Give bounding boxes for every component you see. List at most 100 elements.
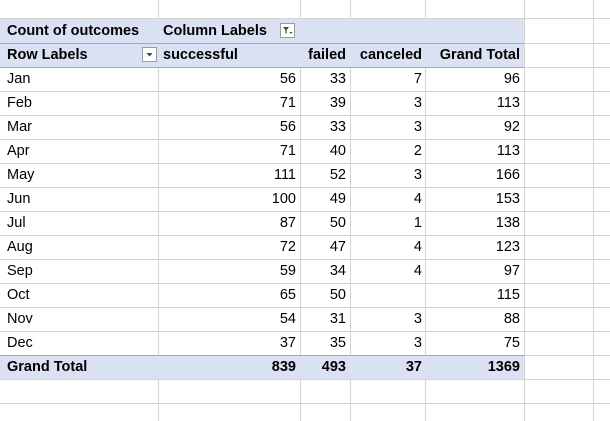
row-label-nov[interactable]: Nov (7, 311, 33, 327)
row-total-cell[interactable]: 88 (503, 311, 520, 327)
pivot-header-border (0, 67, 524, 68)
row-gridline (0, 379, 610, 380)
value-cell[interactable]: 2 (413, 143, 422, 159)
value-cell[interactable]: 47 (329, 239, 346, 255)
column-header-grand-total[interactable]: Grand Total (439, 47, 520, 63)
pivot-grand-total-band (0, 355, 524, 379)
value-cell[interactable]: 50 (329, 215, 346, 231)
row-label-dec[interactable]: Dec (7, 335, 33, 351)
value-cell[interactable]: 31 (329, 311, 346, 327)
row-label-may[interactable]: May (7, 167, 35, 183)
column-gridline (524, 0, 525, 421)
value-cell[interactable]: 72 (279, 239, 296, 255)
row-label-oct[interactable]: Oct (7, 287, 30, 303)
value-cell[interactable]: 71 (279, 95, 296, 111)
row-gridline (0, 307, 610, 308)
row-labels-filter-button[interactable] (142, 47, 157, 62)
value-cell[interactable]: 3 (413, 95, 422, 111)
column-gridline (593, 0, 594, 421)
value-cell[interactable] (350, 283, 422, 307)
value-cell[interactable]: 3 (413, 119, 422, 135)
value-cell[interactable]: 3 (413, 335, 422, 351)
row-gridline (0, 259, 610, 260)
row-label-jan[interactable]: Jan (7, 71, 31, 87)
row-label-jun[interactable]: Jun (7, 191, 31, 207)
column-gridline (300, 0, 301, 421)
value-cell[interactable]: 4 (413, 239, 422, 255)
row-total-cell[interactable]: 75 (503, 335, 520, 351)
row-total-cell[interactable]: 113 (496, 143, 520, 159)
row-gridline (0, 211, 610, 212)
row-total-cell[interactable]: 115 (496, 287, 520, 303)
value-cell[interactable]: 100 (271, 191, 296, 207)
row-total-cell[interactable]: 123 (495, 239, 520, 255)
column-gridline (158, 0, 159, 421)
row-gridline (0, 187, 610, 188)
value-cell[interactable]: 111 (273, 167, 296, 183)
value-cell[interactable]: 4 (413, 263, 422, 279)
row-gridline (0, 283, 610, 284)
row-label-aug[interactable]: Aug (7, 239, 33, 255)
value-cell[interactable]: 33 (329, 119, 346, 135)
row-label-feb[interactable]: Feb (7, 95, 32, 111)
value-cell[interactable]: 33 (329, 71, 346, 87)
filter-dropdown-icon (282, 25, 293, 36)
row-gridline (0, 139, 610, 140)
value-cell[interactable]: 49 (329, 191, 346, 207)
value-cell[interactable]: 52 (329, 167, 346, 183)
pivot-column-labels[interactable]: Column Labels (163, 23, 267, 39)
value-cell[interactable]: 4 (413, 191, 422, 207)
column-header-canceled[interactable]: canceled (359, 47, 422, 63)
row-total-cell[interactable]: 92 (503, 119, 520, 135)
pivot-grand-total-border (0, 355, 524, 356)
grand-total-total[interactable]: 1369 (487, 359, 520, 375)
value-cell[interactable]: 3 (413, 167, 422, 183)
value-cell[interactable]: 59 (279, 263, 296, 279)
row-gridline (0, 235, 610, 236)
chevron-down-icon (145, 50, 154, 59)
grand-total-label[interactable]: Grand Total (7, 359, 88, 375)
row-gridline (0, 115, 610, 116)
value-cell[interactable]: 65 (279, 287, 296, 303)
value-cell[interactable]: 56 (279, 119, 296, 135)
value-cell[interactable]: 1 (413, 215, 422, 231)
row-label-apr[interactable]: Apr (7, 143, 30, 159)
value-cell[interactable]: 34 (329, 263, 346, 279)
row-total-cell[interactable]: 113 (496, 95, 520, 111)
column-gridline (425, 0, 426, 421)
pivot-row-labels[interactable]: Row Labels (7, 47, 88, 63)
row-label-sep[interactable]: Sep (7, 263, 33, 279)
value-cell[interactable]: 7 (413, 71, 422, 87)
value-cell[interactable]: 35 (329, 335, 346, 351)
row-gridline (0, 91, 610, 92)
row-gridline (0, 331, 610, 332)
column-labels-filter-button[interactable] (280, 23, 295, 38)
column-header-failed[interactable]: failed (308, 47, 346, 63)
row-total-cell[interactable]: 97 (503, 263, 520, 279)
value-cell[interactable]: 39 (329, 95, 346, 111)
value-cell[interactable]: 37 (279, 335, 296, 351)
row-label-mar[interactable]: Mar (7, 119, 32, 135)
value-cell[interactable]: 40 (329, 143, 346, 159)
column-gridline (350, 0, 351, 421)
value-cell[interactable]: 50 (329, 287, 346, 303)
row-total-cell[interactable]: 138 (495, 215, 520, 231)
grand-total-failed[interactable]: 493 (321, 359, 346, 375)
row-gridline (0, 163, 610, 164)
pivot-header-border (0, 43, 524, 44)
value-cell[interactable]: 54 (279, 311, 296, 327)
pivot-value-label[interactable]: Count of outcomes (7, 23, 140, 39)
row-total-cell[interactable]: 96 (503, 71, 520, 87)
row-label-jul[interactable]: Jul (7, 215, 26, 231)
value-cell[interactable]: 3 (413, 311, 422, 327)
value-cell[interactable]: 71 (279, 143, 296, 159)
row-total-cell[interactable]: 153 (495, 191, 520, 207)
grand-total-successful[interactable]: 839 (271, 359, 296, 375)
grand-total-canceled[interactable]: 37 (405, 359, 422, 375)
value-cell[interactable]: 56 (279, 71, 296, 87)
value-cell[interactable]: 87 (279, 215, 296, 231)
row-total-cell[interactable]: 166 (495, 167, 520, 183)
row-gridline (0, 403, 610, 404)
column-header-successful[interactable]: successful (163, 47, 238, 63)
